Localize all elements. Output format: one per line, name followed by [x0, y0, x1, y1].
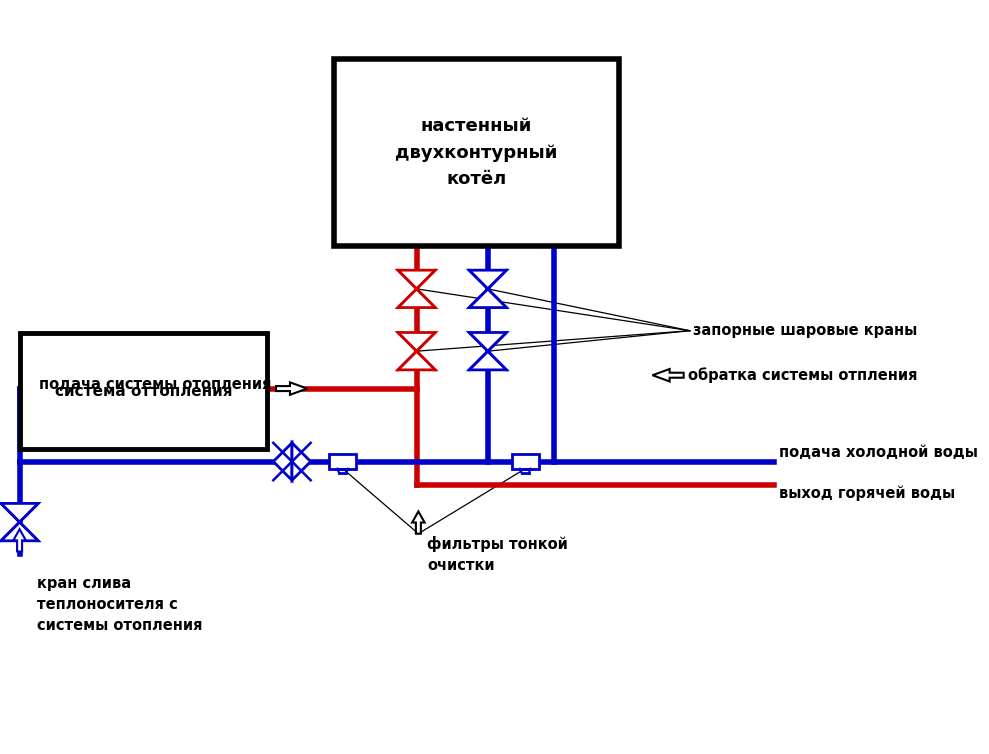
Polygon shape [469, 270, 506, 289]
Bar [334, 60, 619, 246]
Text: подача системы отопления: подача системы отопления [39, 376, 272, 391]
Text: обратка системы отпления: обратка системы отпления [688, 367, 918, 383]
Polygon shape [398, 351, 435, 370]
Bar [20, 333, 267, 449]
Polygon shape [469, 351, 506, 370]
Text: подача холодной воды: подача холодной воды [779, 445, 978, 460]
Bar [329, 455, 356, 469]
Polygon shape [398, 333, 435, 351]
Polygon shape [1, 522, 39, 541]
Polygon shape [273, 443, 292, 480]
Polygon shape [398, 270, 435, 289]
Text: система оттопления: система оттопления [54, 384, 232, 399]
Polygon shape [412, 511, 424, 534]
Polygon shape [14, 529, 26, 551]
Polygon shape [469, 333, 506, 351]
Text: выход горячей воды: выход горячей воды [779, 486, 955, 501]
Text: фильтры тонкой
очистки: фильтры тонкой очистки [427, 536, 568, 573]
Polygon shape [653, 369, 683, 382]
Text: настенный
двухконтурный
котёл: настенный двухконтурный котёл [395, 118, 558, 188]
Text: кран слива
теплоносителя с
системы отопления: кран слива теплоносителя с системы отопл… [38, 576, 203, 633]
Polygon shape [1, 504, 39, 522]
Bar [512, 455, 539, 469]
Polygon shape [292, 443, 311, 480]
Polygon shape [469, 289, 506, 308]
Polygon shape [276, 382, 308, 395]
Text: запорные шаровые краны: запорные шаровые краны [692, 323, 917, 339]
Polygon shape [398, 289, 435, 308]
